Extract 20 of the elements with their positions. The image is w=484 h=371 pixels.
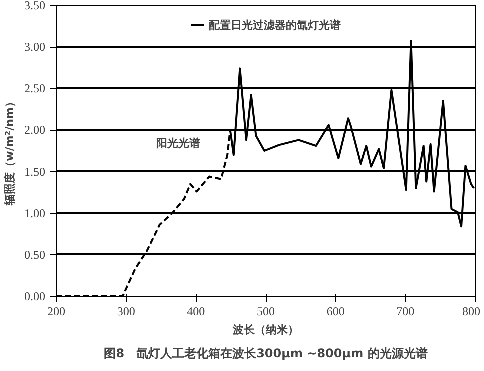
x-tick-label: 300 (117, 304, 136, 318)
x-tick-label: 200 (48, 304, 66, 318)
y-tick-label: 2.50 (24, 82, 46, 96)
x-tick-label: 700 (396, 304, 415, 318)
x-tick-label: 500 (257, 304, 275, 318)
x-tick-label: 600 (326, 304, 345, 318)
legend-label: 配置日光过滤器的氙灯光谱 (209, 18, 341, 32)
x-tick-label: 400 (187, 304, 206, 318)
x-axis-title: 波长（纳米） (232, 324, 299, 336)
y-tick-label: 0.50 (24, 248, 46, 262)
y-tick-label: 2.00 (24, 123, 46, 138)
text: 图8 氙灯人工老化箱在波长300μm ~800μm 的光源光谱 (104, 346, 428, 360)
x-tick-label: 800 (462, 304, 480, 318)
y-tick-label: 3.50 (24, 0, 46, 12)
text: 阳光光谱 (156, 137, 200, 150)
y-tick-label: 0.00 (24, 290, 46, 304)
y-axis-title: 辐照度（w/m²/nm） (4, 96, 16, 206)
y-tick-label: 1.00 (24, 206, 46, 220)
y-tick-label: 3.00 (24, 40, 46, 54)
y-tick-label: 1.50 (24, 164, 46, 179)
